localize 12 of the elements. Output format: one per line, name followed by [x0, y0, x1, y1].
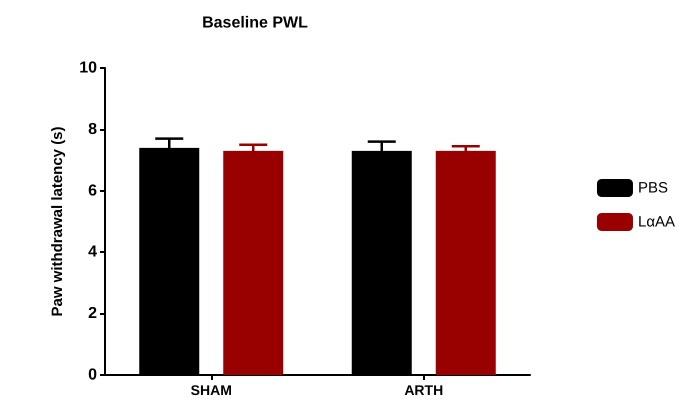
y-axis-title: Paw withdrawal latency (s) [49, 126, 66, 317]
y-tick-label: 2 [88, 305, 98, 322]
x-tick-label: SHAM [190, 382, 232, 398]
x-tick-label: ARTH [404, 382, 444, 398]
chart-title: Baseline PWL [202, 14, 308, 32]
legend-label: LαAA [638, 214, 676, 230]
y-tick-label: 0 [88, 366, 98, 384]
y-tick-label: 8 [88, 120, 98, 138]
y-tick-label: 10 [79, 60, 98, 76]
y-tick-label: 6 [88, 182, 98, 200]
y-tick-label: 4 [88, 244, 98, 261]
legend-label: PBS [638, 180, 668, 196]
